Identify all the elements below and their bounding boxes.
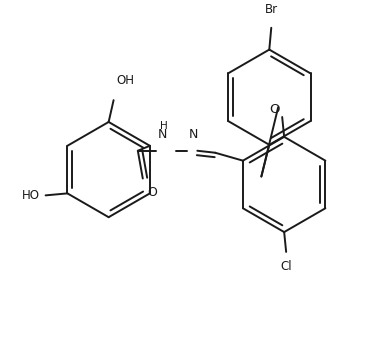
Text: H: H <box>160 121 168 131</box>
Text: Cl: Cl <box>280 260 292 273</box>
Text: HO: HO <box>22 189 39 202</box>
Text: N: N <box>189 128 198 141</box>
Text: O: O <box>148 187 158 199</box>
Text: OH: OH <box>117 74 135 87</box>
Text: O: O <box>269 103 279 116</box>
Text: Br: Br <box>265 3 278 16</box>
Text: N: N <box>158 128 168 141</box>
